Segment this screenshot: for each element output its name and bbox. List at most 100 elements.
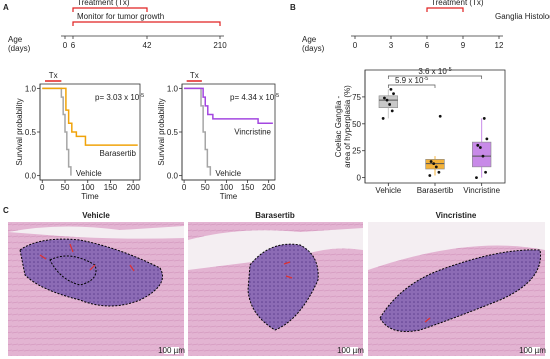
- series-label: Vehicle: [76, 169, 102, 178]
- x-tick-label: 50: [201, 183, 210, 192]
- point: [381, 117, 385, 120]
- tx-label: Tx: [49, 71, 58, 80]
- point: [475, 176, 478, 180]
- series-label: Vehicle: [215, 169, 241, 178]
- survival-curve: [184, 87, 212, 176]
- point: [481, 154, 485, 158]
- axis-label: Survival probability: [157, 98, 166, 165]
- bracket: [72, 7, 148, 12]
- panel-label: C: [3, 206, 9, 215]
- image-title: Barasertib: [255, 211, 295, 220]
- p-text: 3.6 x 10: [418, 67, 447, 76]
- x-tick-label: 150: [104, 183, 118, 192]
- p-exponent: -5: [139, 93, 144, 99]
- x-tick-label: Vehicle: [375, 186, 401, 195]
- point: [482, 117, 486, 120]
- panel-label: B: [290, 3, 296, 12]
- y-tick-label: 0.5: [25, 128, 37, 137]
- image-title: Vincristine: [436, 211, 477, 220]
- point: [429, 160, 433, 163]
- point: [388, 103, 392, 106]
- tick-label: 0: [63, 41, 68, 50]
- label-text: Age (days): [8, 35, 31, 53]
- survival-curve: [42, 87, 138, 146]
- scale-bar-bg: [164, 347, 179, 354]
- point: [432, 162, 436, 166]
- bracket-label: Treatment (Tx): [431, 0, 484, 7]
- tick-label: 12: [495, 41, 504, 50]
- y-tick-label: 1.0: [167, 84, 179, 93]
- y-tick-label: 0.5: [167, 128, 179, 137]
- x-tick-label: Vincristine: [463, 186, 500, 195]
- point: [485, 137, 489, 141]
- p-exponent: -5: [447, 67, 452, 73]
- p-value: p= 3.03 x 10-5: [95, 93, 144, 102]
- axis-label: Age (days): [302, 35, 325, 53]
- p-value: 3.6 x 10-5: [418, 67, 451, 76]
- label-text: Survival probability: [157, 98, 166, 165]
- tick-label: 3: [389, 41, 394, 50]
- bracket-label: Monitor for tumor growth: [77, 12, 164, 21]
- comparison-bracket: [387, 75, 483, 79]
- point: [428, 174, 432, 177]
- x-axis-label: Time: [220, 192, 238, 201]
- p-value: 5.9 x 10-5: [395, 76, 428, 85]
- point: [383, 96, 386, 100]
- tx-label: Tx: [190, 71, 199, 80]
- tick-label: 0: [353, 41, 358, 50]
- survival-curve: [42, 87, 72, 176]
- label-text: Survival probability: [15, 98, 24, 165]
- x-tick-label: 100: [81, 183, 95, 192]
- x-tick-label: 100: [220, 183, 234, 192]
- point: [385, 98, 389, 102]
- axis-label: Age (days): [8, 35, 31, 53]
- box: [425, 159, 445, 170]
- x-tick-label: 0: [40, 183, 45, 192]
- axis-label: Survival probability: [15, 98, 24, 165]
- image-title: Vehicle: [82, 211, 110, 220]
- scale-bar: 100 µm: [337, 346, 364, 355]
- point: [392, 92, 395, 96]
- tick-label: 42: [143, 41, 152, 50]
- p-text: 5.9 x 10: [395, 76, 424, 85]
- scale-bar-bg: [525, 347, 540, 354]
- point: [389, 87, 393, 91]
- bracket: [426, 7, 464, 12]
- y-tick-label: 50: [352, 120, 361, 129]
- y-tick-label: 25: [352, 147, 361, 156]
- p-value: p= 4.34 x 10-5: [230, 93, 279, 102]
- p-text: p= 4.34 x 10: [230, 93, 275, 102]
- scale-bar: 100 µm: [519, 346, 546, 355]
- point: [437, 170, 441, 174]
- p-text: p= 3.03 x 10: [95, 93, 140, 102]
- x-tick-label: Barasertib: [417, 186, 454, 195]
- x-tick-label: 200: [262, 183, 276, 192]
- y-tick-label: 75: [352, 93, 361, 102]
- p-exponent: -5: [274, 93, 279, 99]
- point: [434, 165, 438, 169]
- point: [478, 146, 482, 149]
- bracket-label: Treatment (Tx): [77, 0, 130, 7]
- y-tick-label: 0.0: [167, 172, 179, 181]
- axis-label: Coeliac Ganglia -area of hyperplasia (%): [334, 85, 352, 168]
- tick-label: 6: [425, 41, 430, 50]
- tick-label: 210: [213, 41, 227, 50]
- bracket: [72, 21, 221, 26]
- y-tick-label: 0: [357, 174, 362, 183]
- tick-label: 9: [461, 41, 466, 50]
- label-text: Age (days): [302, 35, 325, 53]
- survival-curve: [184, 87, 273, 125]
- y-tick-label: 0.0: [25, 172, 37, 181]
- x-axis-label: Time: [81, 192, 99, 201]
- histology-images: [8, 222, 545, 356]
- series-label: Vincristine: [234, 127, 271, 136]
- point: [484, 170, 487, 174]
- label-text: Coeliac Ganglia -area of hyperplasia (%): [334, 85, 352, 168]
- box: [378, 95, 398, 108]
- tick-label: 6: [71, 41, 76, 50]
- x-tick-label: 150: [241, 183, 255, 192]
- note: Ganglia Histology: [495, 12, 550, 21]
- point: [438, 114, 442, 118]
